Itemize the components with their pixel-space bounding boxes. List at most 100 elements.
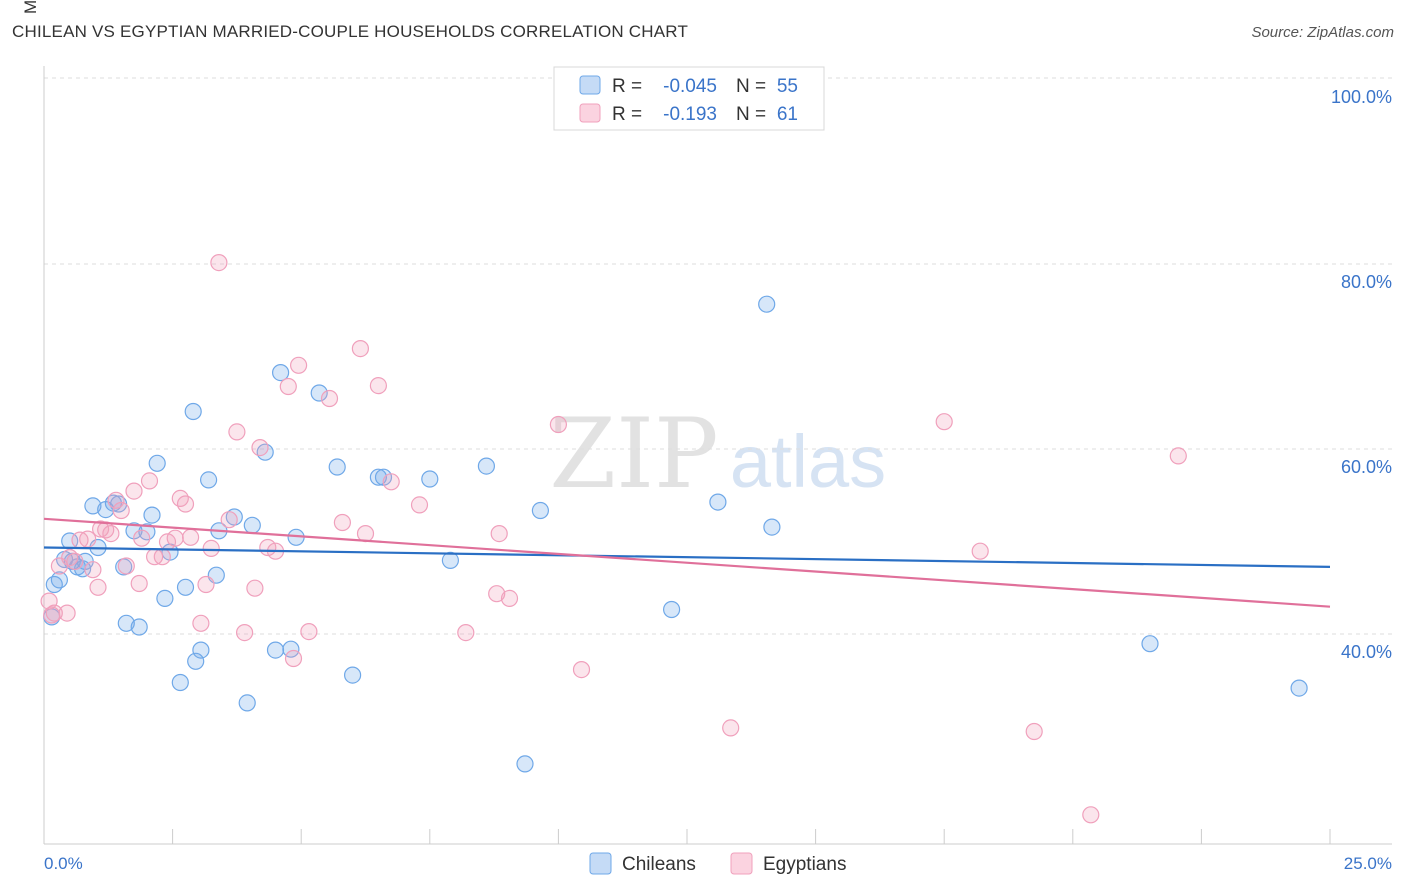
- legend-top-r-value-1: -0.045: [663, 76, 717, 97]
- egyptians-point-20: [140, 472, 159, 490]
- chileans-point-41: [344, 666, 362, 684]
- chileans-point-26: [187, 652, 205, 670]
- egyptians-point-34: [236, 623, 254, 642]
- egyptians-point-43: [320, 389, 339, 408]
- egyptians-point-29: [197, 575, 215, 594]
- chileans-point-53: [1141, 635, 1159, 653]
- egyptians-point-31: [210, 254, 228, 272]
- chileans-point-17: [130, 618, 148, 636]
- chileans-point-23: [171, 673, 189, 692]
- egyptians-point-22: [153, 548, 171, 566]
- legend-top-n-value-2: 61: [777, 104, 798, 125]
- x-axis-ticks: [43, 829, 1331, 844]
- egyptians-point-24: [166, 529, 184, 547]
- egyptians-point-60: [1082, 806, 1100, 824]
- chileans-point-47: [516, 755, 534, 773]
- egyptians-point-57: [935, 413, 953, 431]
- egyptians-point-42: [300, 622, 318, 641]
- egyptians-point-44: [333, 513, 351, 532]
- egyptians-point-46: [356, 524, 375, 543]
- legend-swatch-chileans: [589, 852, 612, 875]
- chileans-point-15: [117, 614, 135, 632]
- chileans-point-31: [225, 508, 243, 526]
- legend-top-r-label-2: R =: [612, 104, 642, 125]
- egyptians-point-32: [220, 511, 238, 529]
- trend-lines: [43, 517, 1331, 608]
- chileans-point-36: [272, 364, 290, 382]
- scatter-points: [40, 254, 1308, 824]
- legend-top-n-label-2: N =: [736, 104, 766, 125]
- legend-swatch-egyptians: [730, 852, 753, 875]
- chileans-point-51: [758, 295, 776, 313]
- egyptians-point-61: [1169, 447, 1187, 465]
- egyptians-point-49: [410, 496, 429, 514]
- y-tick-label-80: 80.0%: [1341, 272, 1392, 292]
- chileans-point-27: [192, 641, 210, 659]
- watermark-atlas: atlas: [730, 420, 886, 503]
- egyptians-point-56: [722, 719, 740, 737]
- egyptians-point-2: [45, 604, 63, 622]
- y-tick-label-100: 100.0%: [1331, 87, 1392, 107]
- egyptians-point-45: [351, 340, 369, 358]
- chileans-point-25: [184, 402, 202, 421]
- legend-label-chileans: Chileans: [622, 854, 696, 875]
- x-tick-label-max: 25.0%: [1344, 854, 1392, 873]
- chileans-point-21: [156, 589, 174, 608]
- egyptians-point-9: [84, 561, 102, 579]
- egyptians-point-48: [382, 473, 400, 491]
- chileans-point-46: [477, 457, 495, 475]
- source-label: Source: ZipAtlas.com: [1251, 24, 1394, 41]
- egyptians-point-35: [246, 579, 264, 597]
- chileans-point-20: [148, 454, 166, 472]
- chileans-point-2: [50, 571, 69, 589]
- legend-top-swatch-egyptians: [579, 103, 601, 123]
- legend-top-r-label-1: R =: [612, 76, 642, 97]
- egyptians-point-16: [117, 557, 135, 575]
- egyptians-point-59: [1025, 722, 1043, 741]
- egyptians-point-53: [500, 589, 519, 608]
- egyptians-point-14: [107, 491, 125, 509]
- egyptians-point-18: [130, 574, 148, 593]
- watermark: ZIP atlas: [549, 398, 886, 510]
- y-axis-label: Married-couple Households: [21, 0, 40, 14]
- egyptians-point-17: [125, 482, 143, 500]
- legend-label-egyptians: Egyptians: [763, 854, 846, 875]
- chileans-point-24: [176, 578, 195, 596]
- chileans-point-52: [763, 518, 781, 536]
- chileans-point-35: [266, 641, 285, 659]
- egyptians-point-19: [133, 529, 151, 547]
- egyptians-point-52: [490, 524, 508, 543]
- egyptians-point-54: [549, 415, 568, 434]
- egyptians-point-30: [202, 539, 220, 558]
- egyptians-point-33: [228, 423, 246, 441]
- watermark-zip: ZIP: [549, 398, 718, 510]
- egyptians-trend-line: [43, 517, 1331, 608]
- egyptians-point-51: [488, 585, 506, 603]
- legend-top-swatch-chileans: [579, 75, 601, 95]
- chileans-point-45: [441, 551, 459, 570]
- egyptians-point-13: [102, 524, 120, 543]
- egyptians-point-26: [176, 495, 195, 513]
- egyptians-point-10: [89, 578, 107, 596]
- egyptians-point-36: [251, 439, 269, 457]
- chileans-point-34: [256, 443, 274, 461]
- y-tick-label-60: 60.0%: [1341, 457, 1392, 477]
- egyptians-point-4: [58, 604, 76, 622]
- egyptians-point-39: [279, 377, 297, 396]
- chileans-point-9: [84, 497, 102, 515]
- legend-top-r-value-2: -0.193: [663, 104, 717, 125]
- chileans-point-49: [662, 600, 681, 619]
- x-tick-label-min: 0.0%: [44, 854, 83, 873]
- chart-title: CHILEAN VS EGYPTIAN MARRIED-COUPLE HOUSE…: [12, 22, 689, 41]
- egyptians-point-27: [182, 528, 200, 546]
- egyptians-point-50: [457, 623, 475, 642]
- gridlines: [44, 77, 1392, 635]
- chileans-point-44: [421, 470, 439, 488]
- chileans-point-32: [238, 694, 256, 712]
- legend-top-n-value-1: 55: [777, 76, 798, 97]
- chileans-point-48: [531, 501, 550, 520]
- egyptians-point-11: [91, 520, 110, 538]
- chileans-point-40: [328, 458, 346, 476]
- egyptians-point-15: [112, 501, 130, 520]
- chileans-point-42: [369, 468, 387, 486]
